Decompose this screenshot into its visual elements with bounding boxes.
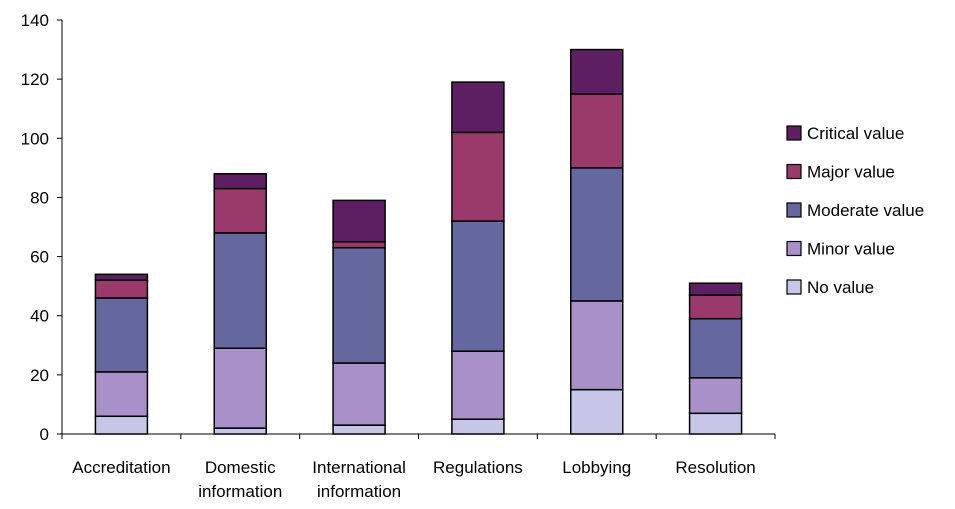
legend-item-major-value: Major value [786,163,895,182]
bar-segment-no-value-resolution [688,412,743,435]
y-tick-label: 120 [21,70,49,89]
x-tick-label: information [317,482,401,501]
y-tick-label: 20 [30,366,49,385]
bar-segment-major-value-international-information [332,241,386,249]
bar-segment-major-value-resolution [688,294,743,320]
legend-item-minor-value: Minor value [786,240,895,259]
x-tick-label: Lobbying [562,458,631,477]
x-tick-label: Domestic [205,458,276,477]
bar-segment-moderate-value-accreditation [94,297,149,373]
bar-segment-minor-value-international-information [332,362,386,426]
x-tick-label: Regulations [433,458,523,477]
legend-item-moderate-value: Moderate value [786,201,924,220]
bar-segment-moderate-value-resolution [688,317,743,379]
x-tick-label: Resolution [675,458,755,477]
y-tick-label: 80 [30,188,49,207]
bar-segment-no-value-accreditation [94,415,149,435]
bar-segment-no-value-domestic-information [213,427,267,435]
y-tick-label: 40 [30,307,49,326]
bars-group [94,48,743,435]
x-tick-label: Accreditation [72,458,170,477]
y-tick-label: 140 [21,11,49,30]
bar-segment-minor-value-regulations [451,350,505,420]
bar-segment-critical-value-international-information [332,199,386,243]
legend-label: Minor value [807,240,895,259]
legend-swatch [786,279,802,295]
bar-segment-no-value-international-information [332,424,386,435]
bar-segment-major-value-domestic-information [213,187,267,234]
bar-segment-moderate-value-regulations [451,220,505,352]
bar-segment-moderate-value-domestic-information [213,232,267,349]
legend-swatch [786,125,802,141]
bar-segment-major-value-regulations [451,131,505,222]
x-tick-label: International [312,458,406,477]
bar-segment-no-value-regulations [451,418,505,435]
legend: Critical value Major value Moderate value M… [786,124,924,297]
axes-group [57,19,776,439]
bar-segment-minor-value-accreditation [94,371,149,418]
bar-segment-major-value-lobbying [570,93,624,169]
legend-swatch [786,240,802,257]
legend-item-critical-value: Critical value [786,124,904,143]
bar-segment-critical-value-regulations [451,81,505,134]
tick-labels-group: 0 20 40 60 80 100 120 140 Accreditation Domestic i… [21,11,756,501]
bar-segment-critical-value-domestic-information [213,173,267,190]
legend-swatch [786,202,802,218]
bar-segment-moderate-value-lobbying [570,167,624,302]
bar-segment-major-value-accreditation [94,279,149,299]
bar-segment-critical-value-resolution [688,282,743,296]
bar-segment-minor-value-lobbying [570,300,624,391]
legend-label: Major value [807,163,895,182]
legend-label: No value [807,278,874,297]
legend-label: Moderate value [807,201,924,220]
legend-label: Critical value [807,124,904,143]
bar-segment-critical-value-lobbying [570,48,624,95]
legend-item-no-value: No value [786,278,874,297]
bar-segment-moderate-value-international-information [332,246,386,364]
y-tick-label: 100 [21,129,49,148]
y-tick-label: 60 [30,248,49,267]
bar-segment-no-value-lobbying [570,388,624,435]
y-tick-label: 0 [40,425,49,444]
bar-segment-minor-value-resolution [688,377,743,415]
bar-segment-minor-value-domestic-information [213,347,267,429]
legend-swatch [786,163,802,180]
x-tick-label: information [198,482,282,501]
bar-segment-critical-value-accreditation [94,273,149,281]
